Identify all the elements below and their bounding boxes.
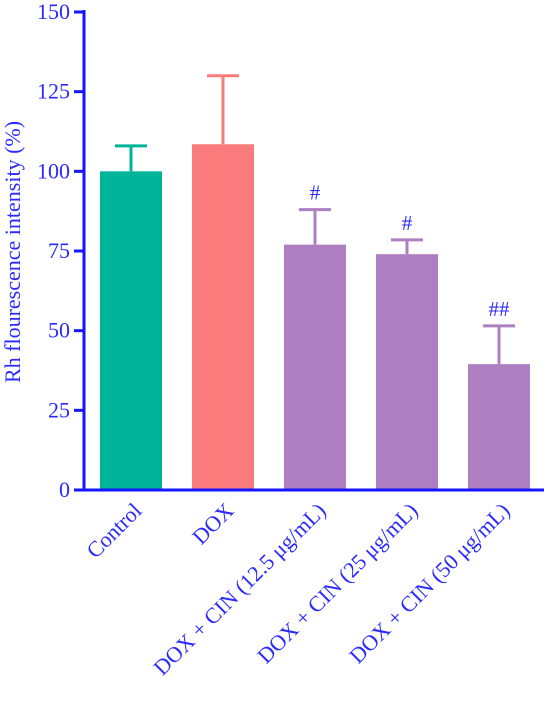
bar [284,244,346,490]
significance-marker: # [402,211,413,235]
x-tick-label: DOX + CIN (25 μg/mL) [252,498,422,668]
y-tick-label: 75 [48,238,70,263]
y-tick-label: 25 [48,397,70,422]
significance-layer: #### [310,181,510,321]
y-ticks-layer: 0 25 50 75 100 125 150 [37,0,84,502]
y-tick-label: 150 [37,0,70,24]
x-tick-label: Control [81,498,146,563]
y-tick-label: 50 [48,318,70,343]
y-tick-label: 100 [37,158,70,183]
y-tick-label: 125 [37,79,70,104]
significance-marker: ## [489,297,511,321]
x-tick-label: DOX + CIN (12.5 μg/mL) [148,498,330,680]
significance-marker: # [310,181,321,205]
bar [468,364,530,490]
bars-layer [100,144,530,491]
y-axis-label: Rh flourescence intensity (%) [0,121,25,383]
x-tick-label: DOX + CIN (50 μg/mL) [344,498,514,668]
error-bars-layer [115,74,515,365]
bar [100,171,162,491]
bar [192,144,254,490]
x-tick-label: DOX [187,498,238,549]
bar [376,254,438,490]
y-tick-label: 0 [59,477,70,502]
